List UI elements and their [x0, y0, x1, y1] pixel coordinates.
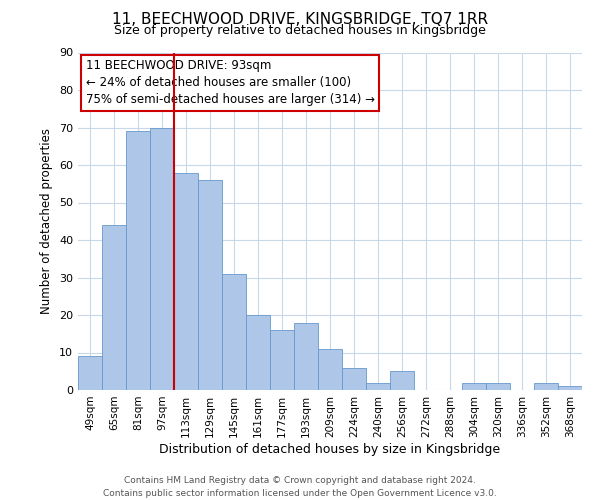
Bar [246, 315, 270, 390]
Bar [462, 382, 486, 390]
Bar [222, 274, 246, 390]
Y-axis label: Number of detached properties: Number of detached properties [40, 128, 53, 314]
Text: 11, BEECHWOOD DRIVE, KINGSBRIDGE, TQ7 1RR: 11, BEECHWOOD DRIVE, KINGSBRIDGE, TQ7 1R… [112, 12, 488, 28]
Bar [78, 356, 102, 390]
Bar [366, 382, 390, 390]
Bar [102, 225, 126, 390]
Text: Contains HM Land Registry data © Crown copyright and database right 2024.
Contai: Contains HM Land Registry data © Crown c… [103, 476, 497, 498]
Text: Size of property relative to detached houses in Kingsbridge: Size of property relative to detached ho… [114, 24, 486, 37]
Bar [198, 180, 222, 390]
Bar [150, 128, 174, 390]
Bar [486, 382, 510, 390]
Bar [390, 371, 414, 390]
Bar [534, 382, 558, 390]
X-axis label: Distribution of detached houses by size in Kingsbridge: Distribution of detached houses by size … [160, 442, 500, 456]
Bar [174, 172, 198, 390]
Bar [558, 386, 582, 390]
Text: 11 BEECHWOOD DRIVE: 93sqm
← 24% of detached houses are smaller (100)
75% of semi: 11 BEECHWOOD DRIVE: 93sqm ← 24% of detac… [86, 59, 374, 106]
Bar [294, 322, 318, 390]
Bar [342, 368, 366, 390]
Bar [270, 330, 294, 390]
Bar [318, 349, 342, 390]
Bar [126, 131, 150, 390]
